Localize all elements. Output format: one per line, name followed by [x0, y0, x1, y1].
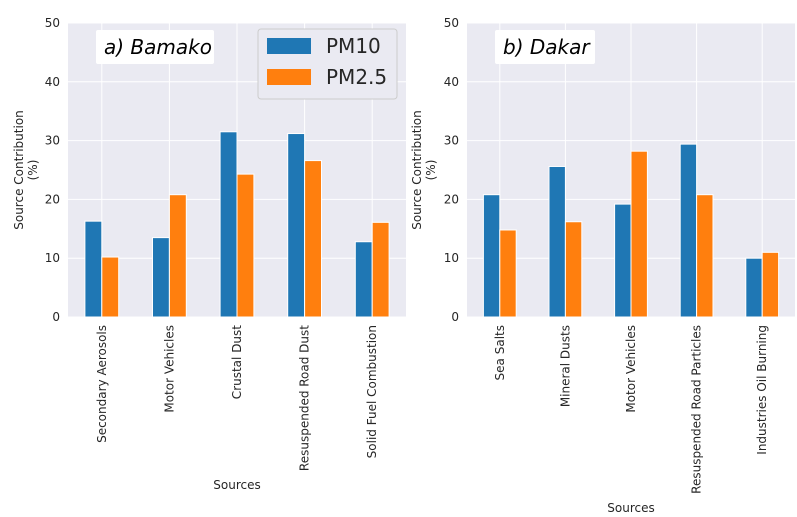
- y-tick-label: 20: [45, 192, 60, 206]
- y-tick-label: 40: [444, 75, 459, 89]
- y-axis-label-line: (%): [26, 160, 40, 181]
- y-tick-label: 30: [45, 134, 60, 148]
- x-tick-label: Mineral Dusts: [558, 325, 572, 407]
- bar-pm25: [371, 221, 390, 318]
- y-axis-label: Source Contribution(%): [410, 110, 438, 230]
- bar-pm10: [84, 220, 103, 318]
- bar-pm25: [761, 251, 780, 318]
- bar-pm10: [745, 257, 763, 318]
- y-tick-label: 40: [45, 75, 60, 89]
- panel-label: a) Bamako: [104, 35, 212, 59]
- bar-pm25: [696, 194, 714, 318]
- bar-pm10: [219, 131, 238, 318]
- bar-pm10: [152, 237, 170, 318]
- panel-label: b) Dakar: [503, 35, 591, 59]
- y-axis-label-line: (%): [424, 160, 438, 181]
- bar-pm10: [287, 133, 306, 318]
- x-tick-label: Secondary Aerosols: [95, 325, 109, 443]
- bar-pm10: [548, 165, 566, 318]
- bar-pm25: [499, 229, 517, 318]
- y-axis-label-line: Source Contribution: [410, 110, 424, 230]
- bar-pm10: [354, 241, 373, 318]
- x-tick-label: Motor Vehicles: [162, 325, 176, 413]
- legend-label: PM2.5: [326, 65, 387, 89]
- bar-pm25: [168, 194, 187, 318]
- bar-pm25: [564, 221, 583, 318]
- bar-pm10: [614, 203, 632, 318]
- chart-panel-2: 0 10 20 30 40 50 Sea Salts Mineral Dusts Motor V…: [410, 16, 795, 515]
- x-tick-label: Resuspended Road Particles: [690, 325, 704, 494]
- y-tick-label: 10: [45, 251, 60, 265]
- x-tick-label: Solid Fuel Combustion: [365, 325, 379, 458]
- y-tick-label: 50: [45, 16, 60, 30]
- panel-label-box: [96, 30, 214, 64]
- bar-pm10: [679, 143, 698, 318]
- y-tick-label: 50: [444, 16, 459, 30]
- y-tick-label: 20: [444, 192, 459, 206]
- y-tick-label: 0: [52, 310, 60, 324]
- x-axis-label: Sources: [607, 501, 654, 513]
- y-axis-label-line: Source Contribution: [12, 110, 26, 230]
- x-tick-label: Crustal Dust: [230, 325, 244, 399]
- legend-label: PM10: [326, 34, 381, 58]
- y-tick-label: 30: [444, 134, 459, 148]
- x-axis-label: Sources: [213, 478, 260, 492]
- bar-pm10: [482, 194, 501, 318]
- y-tick-label: 0: [451, 310, 459, 324]
- bar-pm25: [304, 160, 323, 318]
- x-tick-label: Motor Vehicles: [624, 325, 638, 413]
- bar-pm25: [101, 256, 120, 318]
- y-axis-label: Source Contribution(%): [12, 110, 40, 230]
- panel-label-box: [495, 30, 595, 64]
- y-tick-label: 10: [444, 251, 459, 265]
- legend: PM10 PM2.5: [257, 28, 398, 100]
- legend-swatch-pm25: [267, 69, 311, 85]
- x-tick-label: Resuspended Road Dust: [298, 325, 312, 471]
- bar-pm25: [630, 150, 648, 318]
- x-tick-label: Sea Salts: [493, 325, 507, 380]
- x-tick-label: Industries Oil Burning: [755, 325, 769, 455]
- bar-pm25: [236, 173, 255, 318]
- legend-swatch-pm10: [267, 38, 311, 54]
